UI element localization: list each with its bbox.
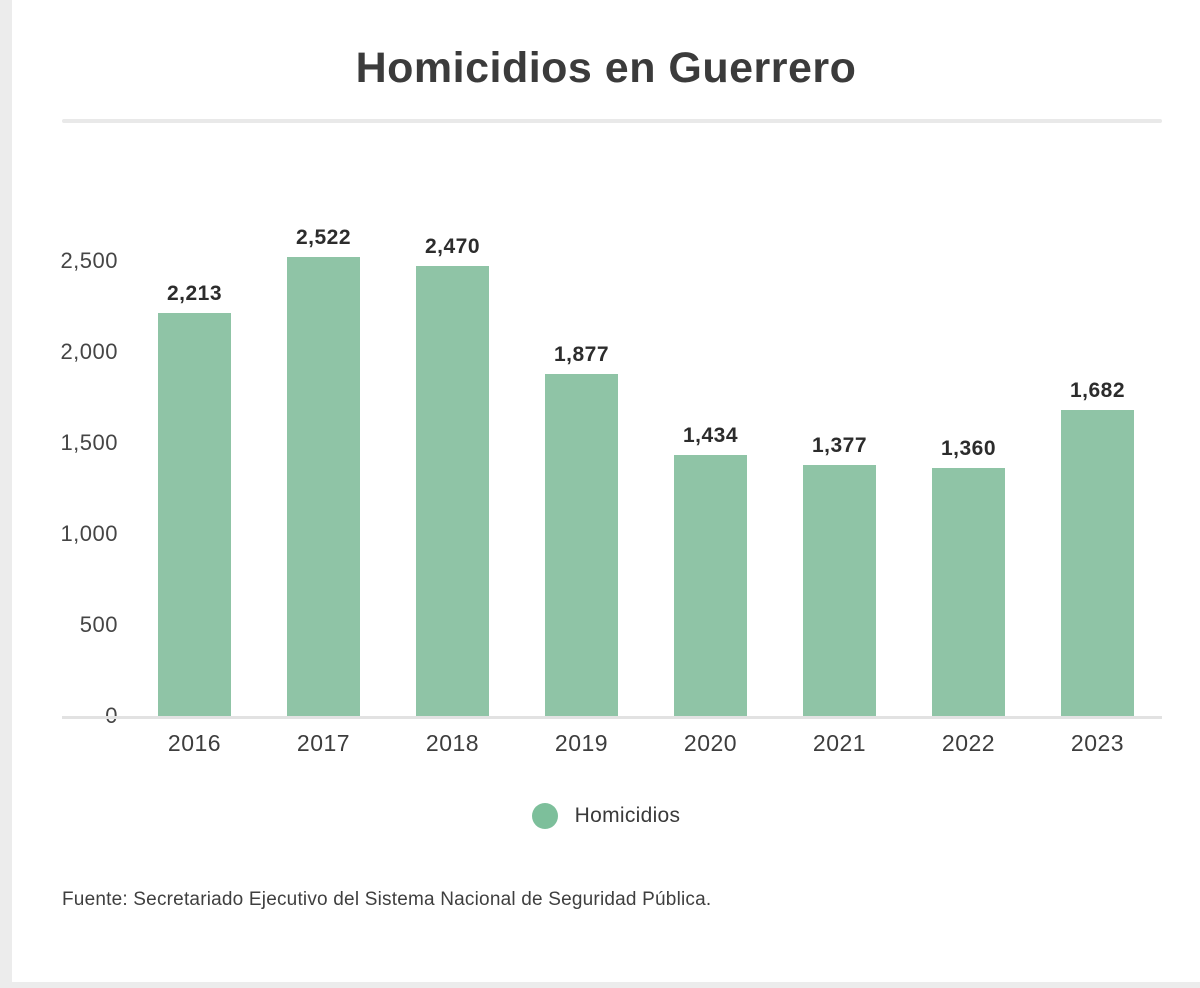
bar-2017 bbox=[287, 257, 360, 716]
chart-title: Homicidios en Guerrero bbox=[355, 44, 857, 92]
source-note: Fuente: Secretariado Ejecutivo del Siste… bbox=[62, 889, 712, 910]
bar-column: 2,470 bbox=[388, 219, 517, 716]
legend-label: Homicidios bbox=[574, 804, 681, 827]
bar-column: 2,522 bbox=[259, 219, 388, 716]
y-tick-label: 500 bbox=[79, 611, 118, 637]
bar-value-label: 1,377 bbox=[811, 434, 868, 457]
x-tick-label: 2022 bbox=[941, 730, 996, 756]
bar-column: 1,877 bbox=[517, 219, 646, 716]
bar-value-label: 2,213 bbox=[166, 282, 223, 305]
bars-row: 2,213 2,522 2,470 1,877 1,434 1,377 1,360 1,682 bbox=[130, 219, 1162, 716]
x-tick-label: 2017 bbox=[296, 730, 351, 756]
title-divider bbox=[62, 119, 1162, 123]
chart-card: Homicidios en Guerrero 0 500 1,000 1,500 2,0… bbox=[12, 0, 1200, 982]
bar-2023 bbox=[1061, 410, 1134, 716]
x-tick-label: 2020 bbox=[683, 730, 738, 756]
bar-2021 bbox=[803, 465, 876, 716]
y-axis: 0 500 1,000 1,500 2,000 2,500 bbox=[60, 219, 118, 728]
bar-2018 bbox=[416, 266, 489, 716]
bar-column: 1,377 bbox=[775, 219, 904, 716]
bar-2022 bbox=[932, 468, 1005, 716]
bar-column: 1,682 bbox=[1033, 219, 1162, 716]
y-tick-label: 2,500 bbox=[60, 247, 118, 273]
bar-value-label: 2,522 bbox=[295, 226, 352, 249]
bar-chart: 0 500 1,000 1,500 2,000 2,500 2,213 2,522 2,470… bbox=[60, 219, 1162, 728]
y-tick-label: 2,000 bbox=[60, 338, 118, 364]
y-tick-label: 1,000 bbox=[60, 520, 118, 546]
bar-value-label: 1,360 bbox=[940, 437, 997, 460]
bar-2016 bbox=[158, 313, 231, 716]
bar-value-label: 1,682 bbox=[1069, 379, 1126, 402]
y-tick-label: 1,500 bbox=[60, 429, 118, 455]
bar-value-label: 1,877 bbox=[553, 343, 610, 366]
bar-2019 bbox=[545, 374, 618, 716]
x-tick-label: 2021 bbox=[812, 730, 867, 756]
plot-area: 2,213 2,522 2,470 1,877 1,434 1,377 1,360 1,682 bbox=[130, 219, 1162, 716]
page-edge-left bbox=[0, 0, 12, 988]
bar-column: 1,360 bbox=[904, 219, 1033, 716]
x-tick-label: 2019 bbox=[554, 730, 609, 756]
page-edge-bottom bbox=[0, 982, 1200, 988]
bar-value-label: 2,470 bbox=[424, 235, 481, 258]
x-axis-line bbox=[62, 716, 1162, 719]
x-tick-label: 2023 bbox=[1070, 730, 1125, 756]
bar-column: 1,434 bbox=[646, 219, 775, 716]
x-axis-labels: 2016 2017 2018 2019 2020 2021 2022 2023 bbox=[130, 730, 1162, 757]
bar-column: 2,213 bbox=[130, 219, 259, 716]
bar-value-label: 1,434 bbox=[682, 424, 739, 447]
legend: Homicidios bbox=[12, 803, 1200, 829]
x-tick-label: 2018 bbox=[425, 730, 480, 756]
bar-2020 bbox=[674, 455, 747, 716]
legend-dot-icon bbox=[531, 803, 558, 829]
y-tick-label: 0 bbox=[105, 703, 118, 729]
x-tick-label: 2016 bbox=[167, 730, 222, 756]
